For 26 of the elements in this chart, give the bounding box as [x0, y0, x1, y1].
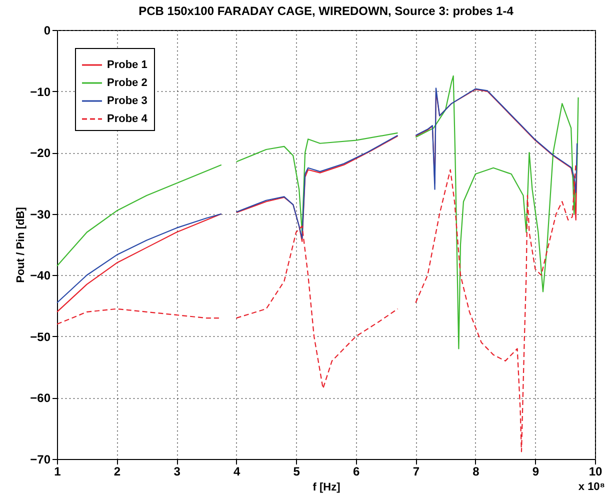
legend-label: Probe 4 — [107, 113, 148, 125]
x-tick-label: 6 — [353, 464, 360, 478]
text: x 10⁸ — [578, 481, 605, 493]
x-tick-label: 1 — [54, 464, 62, 478]
x-tick-label: 7 — [412, 464, 420, 478]
x-tick-label: 9 — [532, 464, 540, 478]
y-tick-label: −50 — [30, 330, 51, 344]
y-tick-label: −30 — [30, 207, 51, 222]
x-tick-label: 10 — [588, 464, 602, 478]
y-tick-label: −60 — [30, 391, 51, 406]
y-tick-label: −40 — [30, 268, 51, 283]
y-tick-label: −10 — [30, 84, 51, 99]
x-tick-label: 2 — [114, 464, 121, 478]
legend-label: Probe 2 — [107, 77, 148, 89]
y-tick-label: 0 — [44, 24, 51, 38]
x-tick-label: 8 — [472, 464, 480, 478]
legend-label: Probe 1 — [107, 59, 148, 71]
legend-label: Probe 3 — [107, 95, 148, 107]
x-tick-label: 3 — [174, 464, 181, 478]
y-axis-title: Pout / Pin [dB] — [15, 206, 28, 283]
x-tick-label: 5 — [293, 464, 300, 478]
y-tick-label: −70 — [30, 452, 51, 466]
chart-title: PCB 150x100 FARADAY CAGE, WIREDOWN, Source 3: probes 1-4 — [138, 4, 514, 18]
y-tick-label: −20 — [30, 146, 51, 160]
x-axis-title: f [Hz] — [312, 482, 341, 494]
x-tick-label: 4 — [233, 464, 240, 478]
